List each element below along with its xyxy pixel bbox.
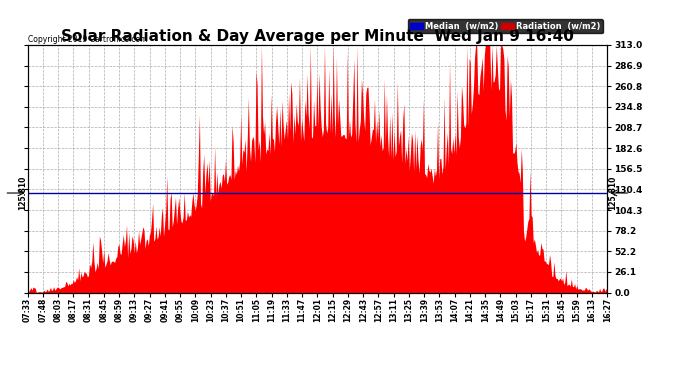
Text: 125.810: 125.810 (608, 176, 617, 210)
Text: Copyright 2019 Cartronics.com: Copyright 2019 Cartronics.com (28, 35, 147, 44)
Title: Solar Radiation & Day Average per Minute  Wed Jan 9 16:40: Solar Radiation & Day Average per Minute… (61, 29, 574, 44)
Text: 125.810: 125.810 (18, 176, 27, 210)
Legend: Median  (w/m2), Radiation  (w/m2): Median (w/m2), Radiation (w/m2) (408, 20, 603, 33)
